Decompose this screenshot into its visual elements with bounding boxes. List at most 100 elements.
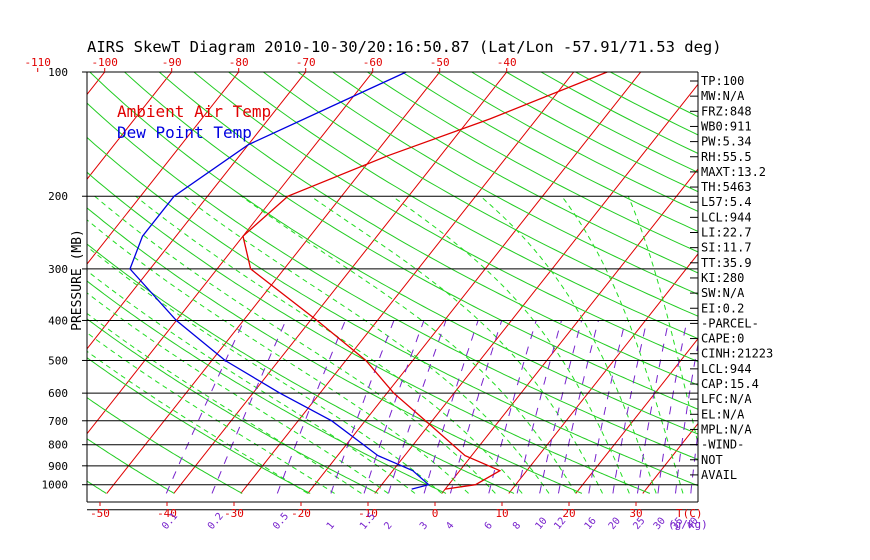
moist-adiabat-line <box>310 195 604 494</box>
mixing-ratio-line <box>165 320 245 494</box>
index-item: CAP:15.4 <box>701 377 759 391</box>
dry-adiabat-line <box>87 318 379 494</box>
moist-adiabat-line <box>87 292 389 494</box>
moist-adiabat-line <box>87 312 362 494</box>
index-item: NOT <box>701 453 723 467</box>
index-item: TT:35.9 <box>701 256 752 270</box>
dry-adiabat-line <box>401 72 698 233</box>
top-tick-label: -60 <box>363 56 383 69</box>
index-item: MPL:N/A <box>701 422 752 436</box>
dry-adiabat-line <box>435 72 698 212</box>
mixing-ratio-line <box>657 320 688 494</box>
mixing-ratio-line <box>388 320 447 494</box>
index-item: FRZ:848 <box>701 104 752 118</box>
mixing-ratio-label: 0.2 <box>206 511 226 532</box>
mixing-ratio-label: 30 <box>652 516 668 532</box>
isotherm-line <box>844 63 870 494</box>
mixing-ratio-line <box>557 320 599 494</box>
bottom-tick-label: -30 <box>224 507 244 520</box>
index-item: TP:100 <box>701 74 744 88</box>
top-tick-label: -70 <box>296 56 316 69</box>
mixing-ratio-label: 6 <box>483 520 495 532</box>
dew-point-temp-line <box>129 72 430 490</box>
top-tick-label: -90 <box>162 56 182 69</box>
top-tick-label: -80 <box>229 56 249 69</box>
bottom-tick-label: 20 <box>562 507 575 520</box>
y-tick-label: 200 <box>48 190 68 203</box>
moist-adiabat-line <box>87 350 309 494</box>
dry-adiabat-line <box>87 397 243 494</box>
y-tick-label: 600 <box>48 387 68 400</box>
top-tick-label: -40 <box>497 56 517 69</box>
index-item: RH:55.5 <box>701 150 752 164</box>
mixing-ratio-line <box>516 320 562 494</box>
y-tick-label: 500 <box>48 354 68 367</box>
mixing-ratio-label: 16 <box>583 516 599 532</box>
isotherm-line <box>0 63 45 494</box>
mixing-ratio-line <box>276 320 346 494</box>
dry-adiabat-line <box>87 243 515 494</box>
moist-adiabat-line <box>135 195 523 494</box>
index-item: MAXT:13.2 <box>701 165 766 179</box>
isobar-grid <box>87 71 698 511</box>
bottom-tick-label: 10 <box>495 507 508 520</box>
dry-adiabat-line <box>123 72 698 410</box>
moist-adiabat-line <box>391 195 630 494</box>
isotherm-line <box>575 337 698 494</box>
legend: Ambient Air Temp Dew Point Temp <box>117 102 271 142</box>
mixing-ratio-grid <box>165 320 698 494</box>
index-item: EI:0.2 <box>701 301 744 315</box>
mixing-ratio-line <box>211 320 287 494</box>
dry-adiabat-line <box>366 72 698 253</box>
index-item: SI:11.7 <box>701 241 752 255</box>
index-item: L57:5.4 <box>701 195 752 209</box>
moist-adiabat-line <box>87 332 335 494</box>
top-tick-label: -50 <box>430 56 450 69</box>
moist-adiabat-line <box>561 195 684 494</box>
dry-adiabat-line <box>87 171 651 494</box>
dry-adiabat-line <box>89 72 698 435</box>
chart-title: AIRS SkewT Diagram 2010-10-30/20:16:50.8… <box>87 38 722 56</box>
y-tick-label: 900 <box>48 460 68 473</box>
y-tick-label: 700 <box>48 415 68 428</box>
mixing-ratio-line <box>612 320 648 494</box>
y-tick-label: 300 <box>48 263 68 276</box>
isotherm-line <box>508 253 698 494</box>
mixing-ratio-label: 20 <box>607 516 623 532</box>
mixing-ratio-label: 4 <box>444 520 456 532</box>
mixing-ratio-line <box>675 341 698 494</box>
bottom-tick-label: 0 <box>432 507 439 520</box>
top-tick-label: -110 <box>24 56 51 69</box>
index-item: LFC:N/A <box>701 392 752 406</box>
isotherm-line <box>87 72 106 96</box>
index-item: WB0:911 <box>701 119 752 133</box>
mixing-ratio-label: 0.5 <box>271 511 291 532</box>
isotherm-line <box>87 72 307 350</box>
temp-unit-label: T(C) <box>676 507 703 520</box>
isotherm-line <box>87 72 240 265</box>
dry-adiabat-line <box>297 72 698 295</box>
mixing-ratio-line <box>363 320 425 494</box>
bottom-tick-label: -50 <box>90 507 110 520</box>
y-axis-label: PRESSURE (MB) <box>70 229 85 331</box>
index-item: TH:5463 <box>701 180 752 194</box>
moist-adiabat-line <box>87 219 469 494</box>
index-item: LCL:944 <box>701 210 752 224</box>
isotherm-line <box>441 168 698 494</box>
dry-adiabat-line <box>331 72 698 274</box>
mixing-ratio-label: 1 <box>325 520 337 532</box>
isotherm-line <box>87 72 374 435</box>
y-tick-label: 400 <box>48 314 68 327</box>
mixing-ratio-line <box>588 320 626 494</box>
moist-adiabat-line <box>627 196 698 446</box>
bottom-tick-label: -10 <box>358 507 378 520</box>
mixing-ratio-label: 3 <box>418 520 430 532</box>
mixing-ratio-line <box>690 429 698 494</box>
index-item: AVAIL <box>701 468 737 482</box>
index-item: PW:5.34 <box>701 135 752 149</box>
index-item: LCL:944 <box>701 362 752 376</box>
mixing-ratio-label: 8 <box>511 520 523 532</box>
mixing-ratio-line <box>423 320 479 494</box>
isotherm-line <box>777 63 870 494</box>
